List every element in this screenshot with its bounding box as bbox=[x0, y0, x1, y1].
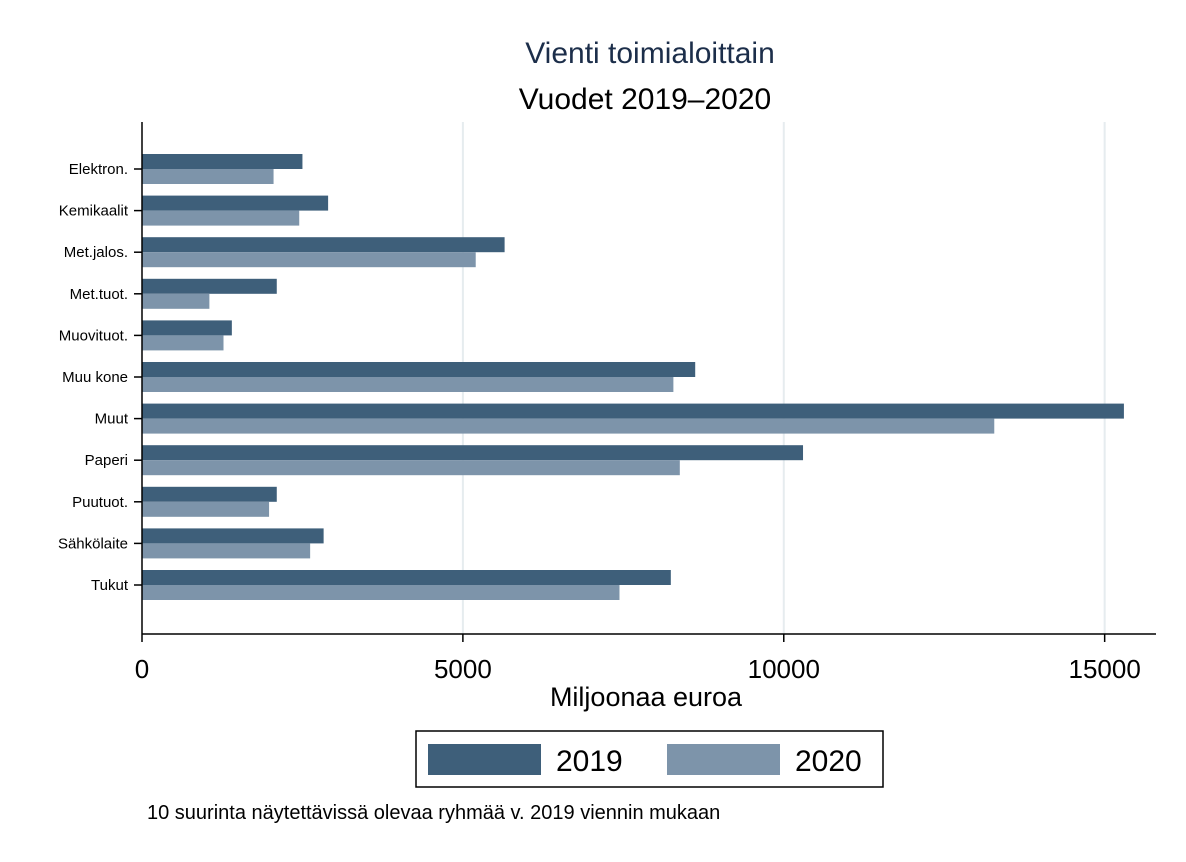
category-label: Paperi bbox=[85, 452, 128, 469]
bar-2019 bbox=[142, 403, 1124, 419]
bar-2019 bbox=[142, 570, 671, 585]
x-ticks: 0 5000 10000 15000 bbox=[135, 634, 1141, 684]
bar-2020 bbox=[142, 169, 274, 184]
chart-note: 10 suurinta näytettävissä olevaa ryhmää … bbox=[147, 802, 720, 824]
bar-2019 bbox=[142, 528, 324, 544]
bar-2020 bbox=[142, 460, 680, 476]
bar-2019 bbox=[142, 278, 277, 294]
x-tick-label: 15000 bbox=[1069, 654, 1141, 684]
category-label: Met.jalos. bbox=[64, 244, 128, 261]
bar-2020 bbox=[142, 252, 476, 268]
category-label: Sähkölaite bbox=[58, 535, 128, 552]
bar-2019 bbox=[142, 445, 804, 461]
bar-2020 bbox=[142, 501, 270, 517]
bar-2019 bbox=[142, 237, 505, 253]
bar-2020 bbox=[142, 585, 620, 600]
category-labels: Elektron. Kemikaalit Met.jalos. Met.tuot. Mu… bbox=[58, 161, 142, 594]
x-tick-label: 10000 bbox=[748, 654, 820, 684]
bar-2019 bbox=[142, 320, 232, 336]
legend-label-2020: 2020 bbox=[795, 745, 862, 778]
legend-swatch-2020 bbox=[667, 744, 780, 775]
bars bbox=[142, 154, 1124, 600]
category-label: Met.tuot. bbox=[70, 286, 128, 303]
bar-2020 bbox=[142, 377, 674, 392]
legend-swatch-2019 bbox=[428, 744, 541, 775]
bar-2019 bbox=[142, 486, 277, 502]
category-label: Tukut bbox=[91, 577, 129, 594]
x-tick-label: 0 bbox=[135, 654, 149, 684]
category-label: Muovituot. bbox=[59, 327, 128, 344]
bar-2020 bbox=[142, 418, 995, 434]
bar-2020 bbox=[142, 543, 311, 559]
bar-2020 bbox=[142, 210, 300, 226]
category-label: Puutuot. bbox=[72, 494, 128, 511]
bar-2019 bbox=[142, 362, 696, 377]
chart-title: Vienti toimialoittain bbox=[525, 37, 775, 70]
category-label: Muu kone bbox=[62, 369, 128, 386]
bar-2020 bbox=[142, 293, 210, 309]
bar-2019 bbox=[142, 154, 303, 169]
category-label: Elektron. bbox=[69, 161, 128, 178]
category-label: Kemikaalit bbox=[59, 203, 129, 220]
x-axis-title: Miljoonaa euroa bbox=[550, 682, 743, 712]
x-tick-label: 5000 bbox=[434, 654, 492, 684]
category-label: Muut bbox=[95, 411, 129, 428]
legend: 2019 2020 bbox=[415, 730, 884, 788]
bar-2019 bbox=[142, 195, 329, 211]
chart-subtitle: Vuodet 2019–2020 bbox=[519, 83, 771, 116]
legend-label-2019: 2019 bbox=[556, 745, 623, 778]
bar-2020 bbox=[142, 335, 224, 351]
